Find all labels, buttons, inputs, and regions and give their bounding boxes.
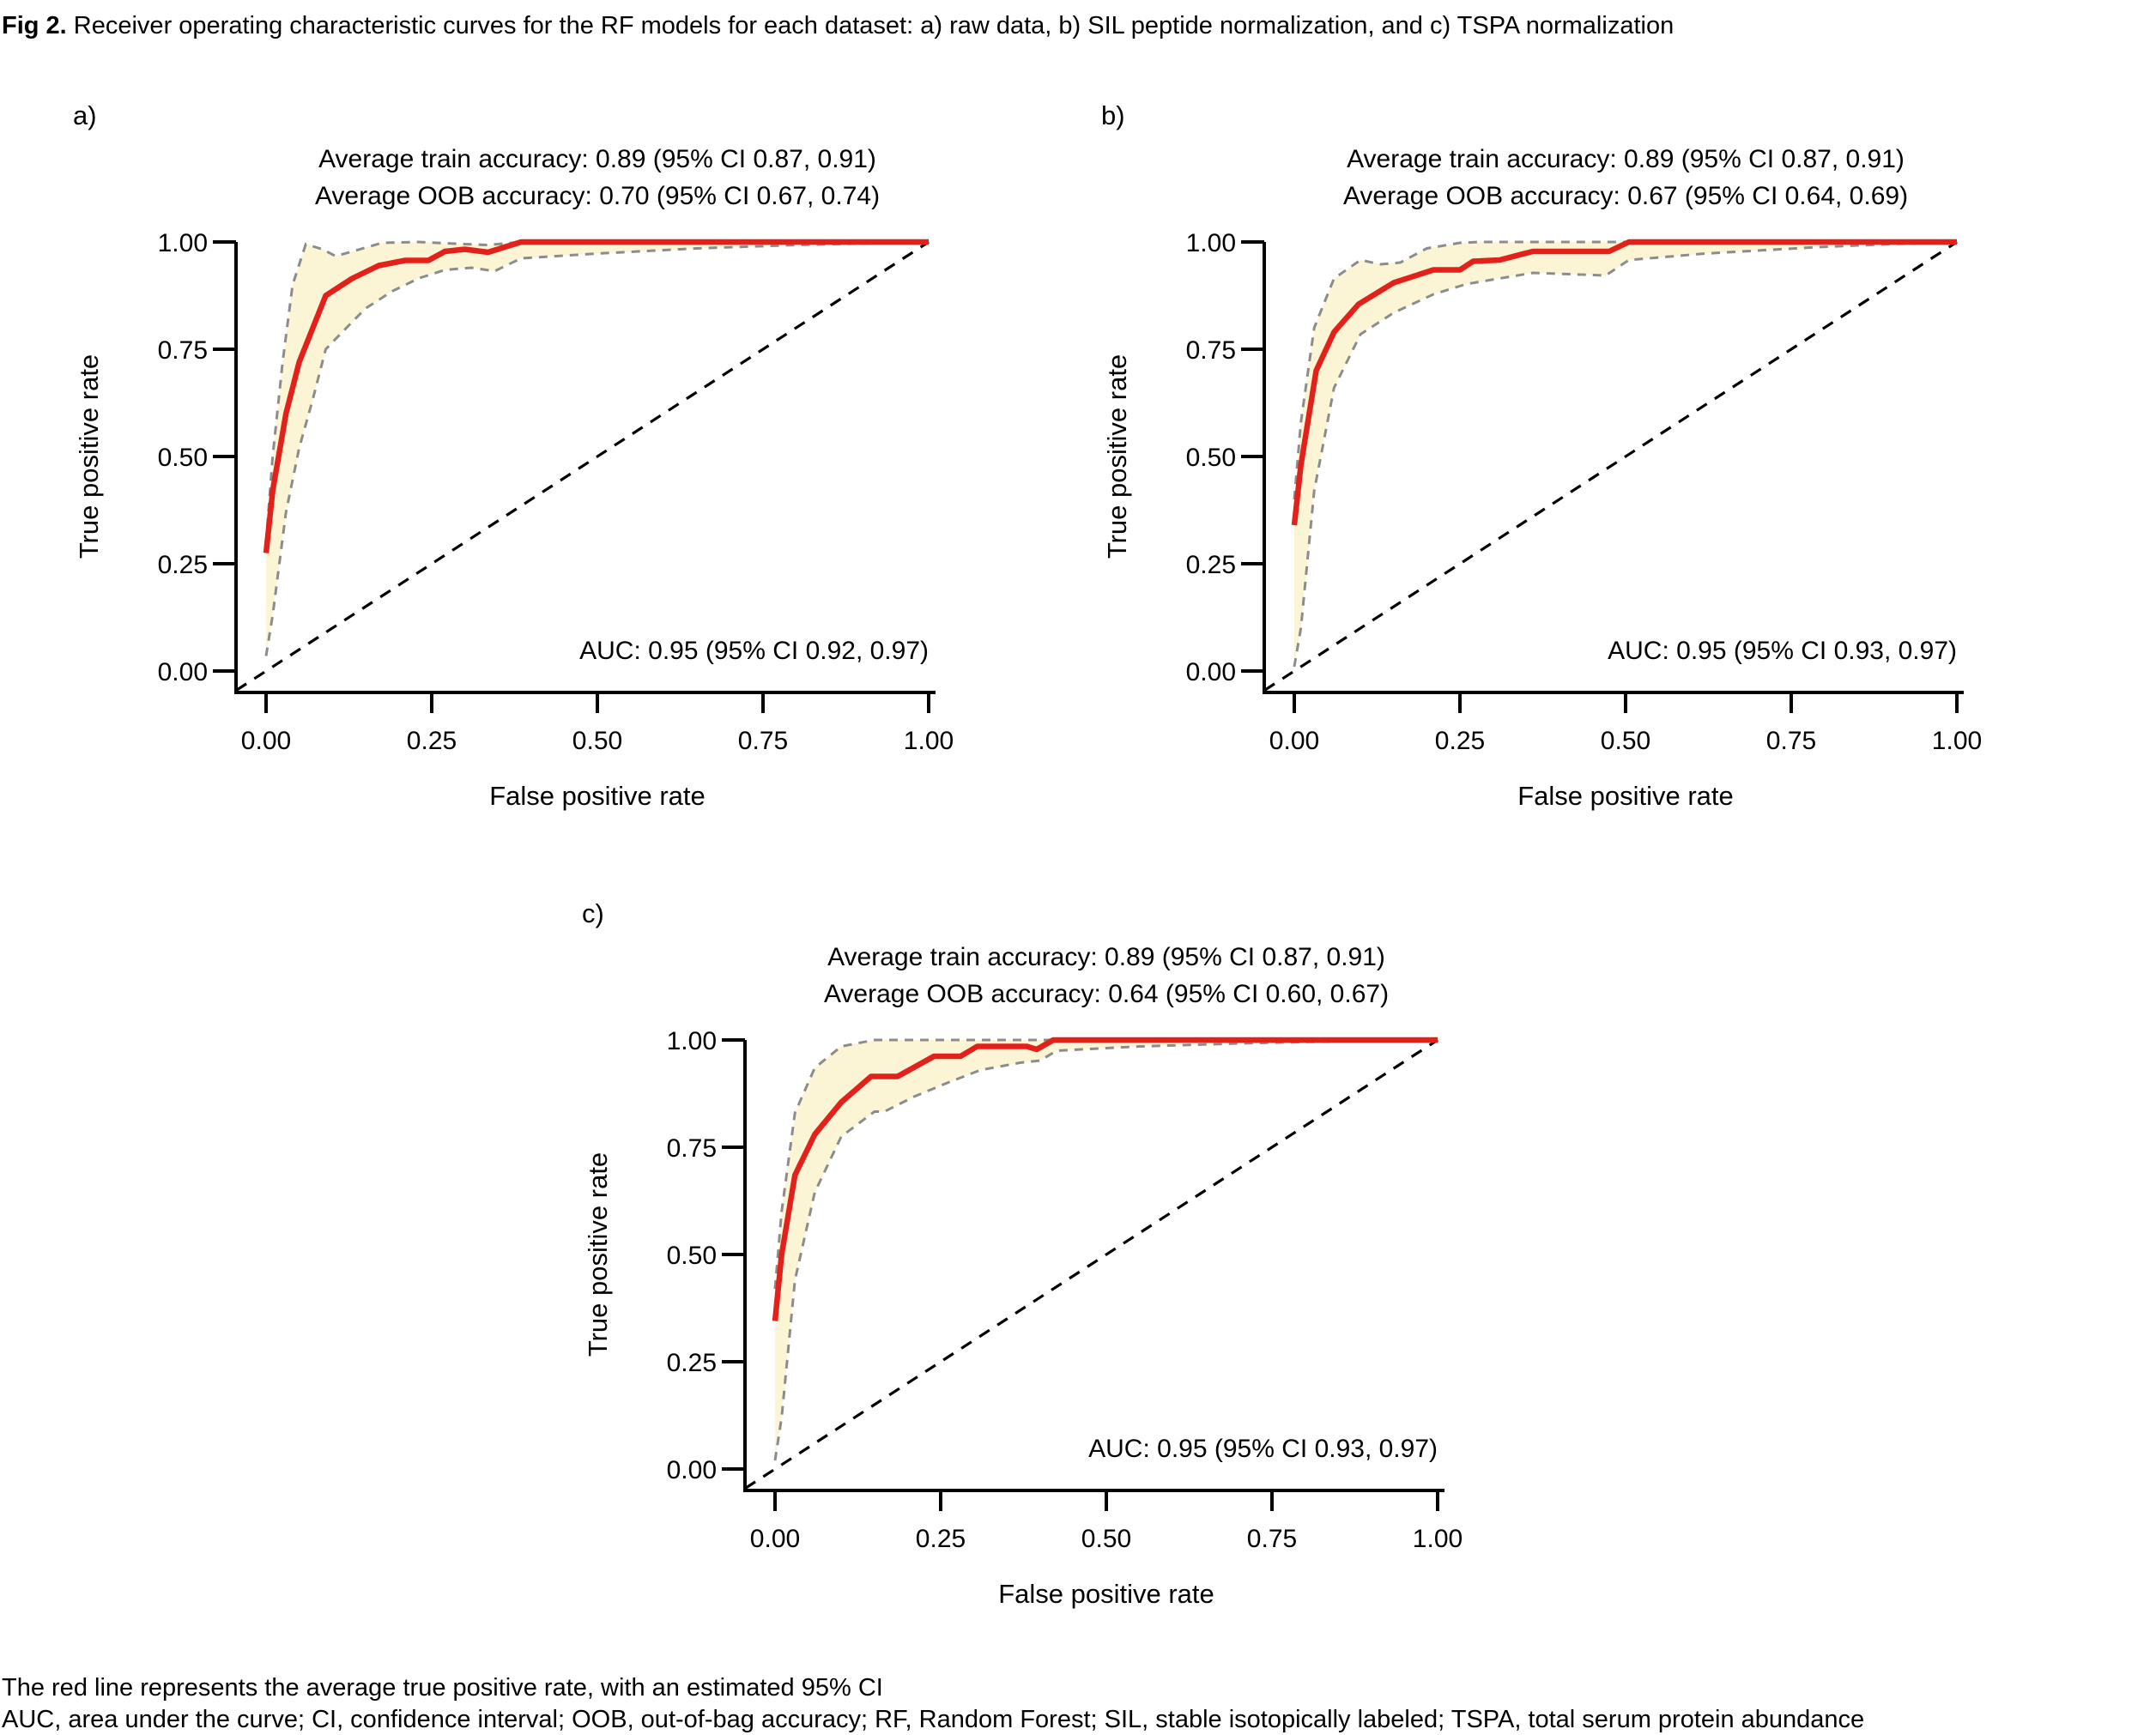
y-tick-label-c-4: 1.00 <box>667 1027 717 1055</box>
x-tick-label-c-1: 0.25 <box>916 1525 966 1553</box>
y-axis-title-a: True positive rate <box>74 354 104 559</box>
x-axis-title-b: False positive rate <box>1517 781 1734 811</box>
x-tick-label-b-0: 0.00 <box>1269 727 1319 755</box>
x-axis-title-c: False positive rate <box>998 1579 1214 1609</box>
x-tick-label-a-1: 0.25 <box>407 727 457 755</box>
x-tick-label-a-0: 0.00 <box>241 727 291 755</box>
auc-text-a: AUC: 0.95 (95% CI 0.92, 0.97) <box>579 637 929 665</box>
x-tick-label-a-3: 0.75 <box>738 727 788 755</box>
chance-line-a <box>235 240 930 692</box>
x-tick-label-b-2: 0.50 <box>1601 727 1650 755</box>
y-tick-label-b-0: 0.00 <box>1186 658 1236 686</box>
y-tick-label-a-4: 1.00 <box>158 229 208 257</box>
oob-accuracy-text-b: Average OOB accuracy: 0.67 (95% CI 0.64,… <box>1343 182 1908 210</box>
roc-curve-b <box>1291 239 1957 526</box>
auc-text-c: AUC: 0.95 (95% CI 0.93, 0.97) <box>1088 1435 1438 1463</box>
ci-lower-curve-c <box>773 1038 1438 1461</box>
footnote-red-line: The red line represents the average true… <box>2 1674 883 1702</box>
x-tick-label-b-1: 0.25 <box>1435 727 1485 755</box>
train-accuracy-text-c: Average train accuracy: 0.89 (95% CI 0.8… <box>827 943 1385 971</box>
y-tick-label-a-2: 0.50 <box>158 444 208 472</box>
x-axis-title-a: False positive rate <box>489 781 706 811</box>
auc-text-b: AUC: 0.95 (95% CI 0.93, 0.97) <box>1608 637 1957 665</box>
figure-number: Fig 2. <box>2 12 67 39</box>
x-tick-label-a-2: 0.50 <box>572 727 622 755</box>
x-tick-label-b-3: 0.75 <box>1766 727 1816 755</box>
ci-lower-curve-b <box>1293 240 1958 668</box>
ci-upper-curve-b <box>1293 240 1957 500</box>
oob-accuracy-text-a: Average OOB accuracy: 0.70 (95% CI 0.67,… <box>315 182 880 210</box>
y-tick-label-b-1: 0.25 <box>1186 551 1236 579</box>
y-tick-label-c-0: 0.00 <box>667 1456 717 1484</box>
chance-line-c <box>744 1038 1438 1490</box>
train-accuracy-text-a: Average train accuracy: 0.89 (95% CI 0.8… <box>318 145 876 173</box>
x-tick-label-c-4: 1.00 <box>1413 1525 1463 1553</box>
x-tick-label-c-0: 0.00 <box>750 1525 800 1553</box>
ci-band-c <box>775 1040 1438 1460</box>
panel-label-c: c) <box>582 898 604 928</box>
roc-panel-b: 0.00 0.25 0.50 0.75 1.00 0.00 0.25 0.50 0.75 1.00… <box>1101 100 1982 811</box>
y-tick-label-b-4: 1.00 <box>1186 229 1236 257</box>
panel-label-b: b) <box>1101 100 1125 130</box>
y-axis-title-c: True positive rate <box>583 1152 613 1357</box>
roc-panel-a: 0.00 0.25 0.50 0.75 1.00 0.00 0.25 0.50 0.75 1.00… <box>73 100 954 811</box>
y-tick-label-a-1: 0.25 <box>158 551 208 579</box>
ci-band-b <box>1294 242 1957 667</box>
chance-line-b <box>1263 240 1958 692</box>
ci-band-a <box>266 242 929 656</box>
x-tick-label-c-3: 0.75 <box>1247 1525 1297 1553</box>
train-accuracy-text-b: Average train accuracy: 0.89 (95% CI 0.8… <box>1347 145 1905 173</box>
y-tick-label-c-1: 0.25 <box>667 1349 717 1377</box>
x-tick-label-c-2: 0.50 <box>1081 1525 1131 1553</box>
roc-curve-a <box>263 239 929 553</box>
roc-panel-c: 0.00 0.25 0.50 0.75 1.00 0.00 0.25 0.50 0.75 1.00… <box>582 898 1463 1609</box>
figure-caption-text: Receiver operating characteristic curves… <box>66 12 1675 39</box>
y-tick-label-c-2: 0.50 <box>667 1242 717 1270</box>
y-tick-label-a-3: 0.75 <box>158 336 208 365</box>
figure-caption: Fig 2. Receiver operating characteristic… <box>2 12 1674 40</box>
y-tick-label-b-2: 0.50 <box>1186 444 1236 472</box>
x-tick-label-b-4: 1.00 <box>1932 727 1982 755</box>
roc-curve-c <box>772 1037 1438 1321</box>
y-tick-label-a-0: 0.00 <box>158 658 208 686</box>
ci-upper-curve-c <box>773 1038 1438 1290</box>
footnote-abbreviations: AUC, area under the curve; CI, confidenc… <box>2 1706 1865 1733</box>
panel-label-a: a) <box>73 100 97 130</box>
x-tick-label-a-4: 1.00 <box>904 727 954 755</box>
y-tick-label-c-3: 0.75 <box>667 1134 717 1163</box>
y-tick-label-b-3: 0.75 <box>1186 336 1236 365</box>
ci-upper-curve-a <box>264 240 929 543</box>
oob-accuracy-text-c: Average OOB accuracy: 0.64 (95% CI 0.60,… <box>824 980 1389 1008</box>
y-axis-title-b: True positive rate <box>1102 354 1132 559</box>
